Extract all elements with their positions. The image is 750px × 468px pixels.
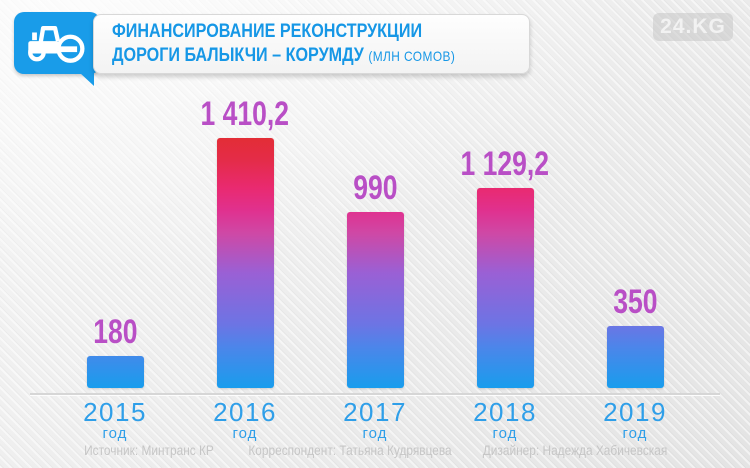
page-title-line1: ФИНАНСИРОВАНИЕ РЕКОНСТРУКЦИИ [112, 21, 423, 42]
footer-designer: Дизайнер: Надежда Хабичевская [482, 443, 668, 458]
x-axis-line [30, 393, 720, 396]
bar-chart: 180 1 410,2 990 1 129,2 350 [50, 88, 700, 388]
bar-value-label: 990 [352, 169, 398, 207]
year-suffix: год [362, 425, 388, 443]
year-label-2017: 2017 год [310, 398, 440, 443]
bar-2017 [346, 212, 404, 388]
title-panel: ФИНАНСИРОВАНИЕ РЕКОНСТРУКЦИИ ДОРОГИ БАЛЫ… [93, 14, 530, 74]
bar-2015 [86, 356, 144, 388]
year-label-2019: 2019 год [570, 398, 700, 443]
bar-column-2019: 350 [570, 88, 700, 388]
unit-label: (млн сомов) [368, 48, 456, 64]
year-suffix: год [622, 425, 648, 443]
bar-2016 [216, 138, 274, 388]
bar-value-label: 1 410,2 [200, 95, 290, 133]
header-icon-box [14, 12, 100, 86]
road-roller-icon [28, 26, 85, 63]
bar-column-2017: 990 [310, 88, 440, 388]
bar-value-label: 180 [92, 313, 138, 351]
bar-2018 [476, 188, 534, 388]
bar-value-label: 1 129,2 [460, 145, 550, 183]
year-label-2015: 2015 год [50, 398, 180, 443]
x-axis-labels: 2015 год 2016 год 2017 год 2018 год 2019… [50, 398, 700, 443]
year-suffix: год [102, 425, 128, 443]
page-title-line2: ДОРОГИ БАЛЫКЧИ – КОРУМДУ (млн сомов) [112, 45, 456, 66]
year-label-2018: 2018 год [440, 398, 570, 443]
bar-column-2015: 180 [50, 88, 180, 388]
year-suffix: год [492, 425, 518, 443]
footer-correspondent: Корреспондент: Татьяна Кудрявцева [248, 443, 452, 458]
bar-column-2018: 1 129,2 [440, 88, 570, 388]
bar-column-2016: 1 410,2 [180, 88, 310, 388]
bar-2019 [606, 326, 664, 388]
footer-source: Источник: Минтранс КР [84, 443, 214, 458]
year-label-2016: 2016 год [180, 398, 310, 443]
year-suffix: год [232, 425, 258, 443]
bar-value-label: 350 [612, 283, 658, 321]
logo-badge-24kg: 24.KG [653, 13, 733, 41]
